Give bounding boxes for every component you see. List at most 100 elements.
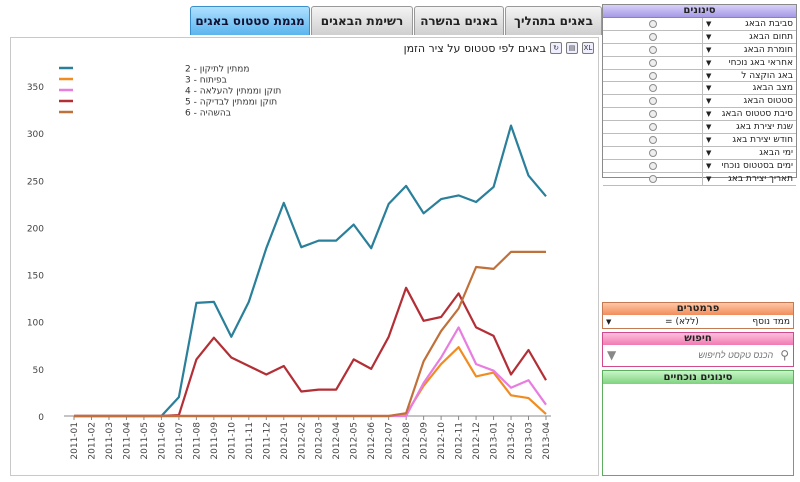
series-line-6	[74, 250, 546, 418]
filter-row[interactable]: חודש יצירת באג ▼	[603, 134, 796, 147]
chevron-down-icon[interactable]: ▼	[606, 317, 612, 326]
chevron-down-icon[interactable]: ▼	[706, 174, 712, 183]
filter-dropdown[interactable]: חומרת הבאג ▼	[702, 43, 796, 56]
y-tick-label: 200	[27, 224, 44, 234]
series-line-5	[74, 286, 547, 418]
filter-radio[interactable]	[648, 84, 657, 93]
dropdown-arrow-icon[interactable]: ▼	[607, 348, 617, 362]
filter-label: תאריך יצירת באג	[728, 173, 793, 184]
filter-dropdown[interactable]: ימי הבאג ▼	[702, 146, 796, 159]
parameter-operator: =	[665, 316, 673, 327]
chevron-down-icon[interactable]: ▼	[706, 135, 712, 144]
filters-panel: סינונים סביבת הבאג ▼ תחום הבאג ▼ חומרת הבאג ▼…	[602, 4, 797, 186]
parameter-dimension-select[interactable]: ממד נוסף (ללא) = ▼	[603, 315, 793, 328]
x-tick-label: 2011-03	[105, 422, 115, 460]
chevron-down-icon[interactable]: ▼	[706, 45, 712, 54]
filter-row[interactable]: ימי הבאג ▼	[603, 146, 796, 160]
filter-dropdown[interactable]: תאריך יצירת באג ▼	[702, 172, 796, 185]
tab-bug-list[interactable]: רשימת הבאגים	[311, 6, 413, 35]
filter-row[interactable]: חומרת הבאג ▼	[603, 43, 796, 57]
filter-row[interactable]: סטטוס הבאג ▼	[603, 95, 796, 109]
search-input[interactable]	[621, 349, 776, 361]
x-tick-label: 2013-03	[525, 422, 535, 460]
x-tick-label: 2011-07	[175, 422, 185, 460]
chevron-down-icon[interactable]: ▼	[706, 84, 712, 93]
series-line-4	[74, 326, 547, 418]
chevron-down-icon[interactable]: ▼	[706, 161, 712, 170]
filter-label: ימי הבאג	[759, 147, 793, 158]
filters-title: סינונים	[603, 5, 796, 18]
filter-dropdown[interactable]: תחום הבאג ▼	[702, 30, 796, 43]
chevron-down-icon[interactable]: ▼	[706, 32, 712, 41]
x-tick-label: 2012-11	[455, 422, 465, 460]
tab-bug-status-trend[interactable]: מגמת סטטוס באגים	[190, 6, 310, 35]
chart-panel: 0 50 100 150 200 250 300 350 2011-01 2011-02 2011-…	[10, 37, 599, 476]
x-tick-label: 2013-02	[507, 422, 517, 460]
filter-radio[interactable]	[648, 174, 657, 183]
filter-radio[interactable]	[648, 45, 657, 54]
filter-row[interactable]: תאריך יצירת באג ▼	[603, 172, 796, 186]
filter-radio[interactable]	[648, 19, 657, 28]
x-tick-label: 2011-01	[70, 422, 80, 460]
x-tick-label: 2012-12	[472, 422, 482, 460]
legend-label: בהשהיה - 6	[185, 109, 231, 119]
filter-dropdown[interactable]: אחראי באג נוכחי ▼	[702, 56, 796, 69]
x-tick-label: 2011-10	[227, 422, 237, 460]
x-tick-label: 2011-05	[140, 422, 150, 460]
x-tick-label: 2012-05	[350, 422, 360, 460]
chevron-down-icon[interactable]: ▼	[706, 97, 712, 106]
filter-radio[interactable]	[648, 123, 657, 132]
chevron-down-icon[interactable]: ▼	[706, 58, 712, 67]
x-tick-label: 2011-02	[87, 422, 97, 460]
tab-bar: מגמת סטטוס באגים רשימת הבאגים באגים בהשר…	[190, 6, 602, 36]
filter-radio[interactable]	[648, 148, 657, 157]
filter-row[interactable]: שנת יצירת באג ▼	[603, 121, 796, 135]
x-tick-label: 2013-04	[542, 422, 552, 460]
filter-dropdown[interactable]: סטטוס הבאג ▼	[702, 95, 796, 108]
legend-label: בפיתוח - 3	[185, 76, 227, 86]
chevron-down-icon[interactable]: ▼	[706, 19, 712, 28]
line-chart: 0 50 100 150 200 250 300 350 2011-01 2011-02 2011-…	[27, 65, 552, 460]
filter-radio[interactable]	[648, 110, 657, 119]
search-panel: חיפוש ▼ ⚲	[602, 332, 794, 367]
filter-dropdown[interactable]: סביבת הבאג ▼	[702, 18, 796, 30]
filter-radio[interactable]	[648, 71, 657, 80]
filter-label: באג הוקצה ל	[741, 70, 793, 81]
filter-label: תחום הבאג	[749, 31, 793, 42]
x-tick-label: 2012-03	[315, 422, 325, 460]
refresh-icon[interactable]: ↻	[550, 42, 562, 54]
print-icon[interactable]: ▤	[566, 42, 578, 54]
x-tick-label: 2011-12	[262, 422, 272, 460]
filter-dropdown[interactable]: ימים בסטטוס נוכחי ▼	[702, 159, 796, 172]
filter-row[interactable]: מצב הבאג ▼	[603, 82, 796, 96]
tab-bugs-on-hold[interactable]: באגים בהשרה	[414, 6, 504, 35]
filter-row[interactable]: באג הוקצה ל ▼	[603, 69, 796, 83]
filter-dropdown[interactable]: חודש יצירת באג ▼	[702, 134, 796, 146]
filter-row[interactable]: סיבת סטטוס הבאג ▼	[603, 108, 796, 122]
filter-radio[interactable]	[648, 32, 657, 41]
filter-row[interactable]: אחראי באג נוכחי ▼	[603, 56, 796, 70]
filter-row[interactable]: ימים בסטטוס נוכחי ▼	[603, 159, 796, 173]
filter-radio[interactable]	[648, 161, 657, 170]
filter-dropdown[interactable]: מצב הבאג ▼	[702, 82, 796, 95]
filter-row[interactable]: סביבת הבאג ▼	[603, 18, 796, 31]
filter-dropdown[interactable]: שנת יצירת באג ▼	[702, 121, 796, 134]
filter-radio[interactable]	[648, 135, 657, 144]
filter-dropdown[interactable]: באג הוקצה ל ▼	[702, 69, 796, 82]
chevron-down-icon[interactable]: ▼	[706, 110, 712, 119]
filter-dropdown[interactable]: סיבת סטטוס הבאג ▼	[702, 108, 796, 121]
filter-radio[interactable]	[648, 58, 657, 67]
chevron-down-icon[interactable]: ▼	[706, 71, 712, 80]
filter-label: חומרת הבאג	[743, 44, 793, 55]
excel-icon[interactable]: XL	[582, 42, 594, 54]
x-tick-label: 2012-07	[385, 422, 395, 460]
filter-row[interactable]: תחום הבאג ▼	[603, 30, 796, 44]
filter-label: אחראי באג נוכחי	[728, 57, 793, 68]
tab-bugs-in-progress[interactable]: באגים בתהליך	[505, 6, 602, 35]
parameters-title: פרמטרים	[603, 303, 793, 315]
x-tick-label: 2012-10	[437, 422, 447, 460]
chevron-down-icon[interactable]: ▼	[706, 148, 712, 157]
x-tick-label: 2012-08	[402, 422, 412, 460]
chevron-down-icon[interactable]: ▼	[706, 123, 712, 132]
filter-radio[interactable]	[648, 97, 657, 106]
